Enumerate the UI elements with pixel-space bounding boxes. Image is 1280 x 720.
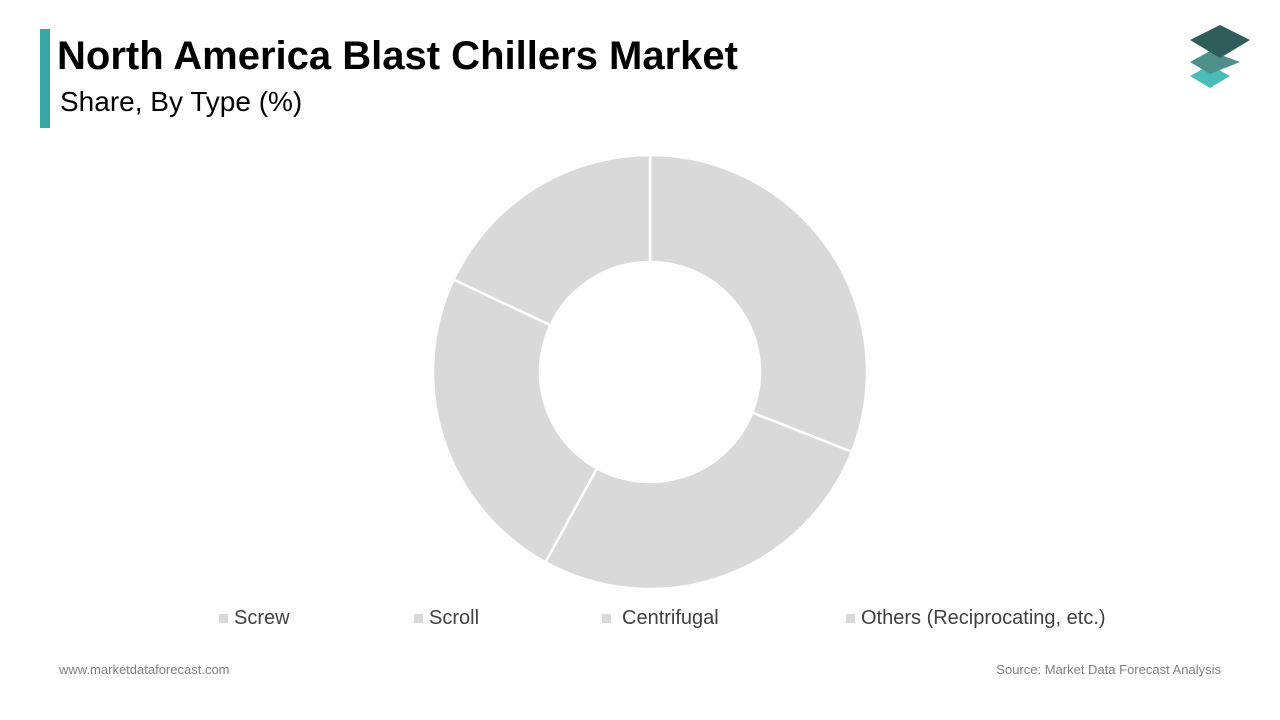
page-subtitle: Share, By Type (%)	[60, 86, 303, 117]
company-logo-icon	[1190, 25, 1250, 88]
title-accent-bar	[40, 29, 50, 128]
legend-label-screw: Screw	[234, 607, 290, 629]
donut-slice-others	[451, 153, 652, 327]
legend-swatch	[602, 614, 611, 623]
legend-item-screw: Screw	[219, 607, 290, 630]
page-title: North America Blast Chillers Market	[57, 34, 738, 78]
legend-swatch	[219, 614, 228, 623]
legend-item-scroll: Scroll	[414, 607, 479, 630]
donut-slice-screw	[648, 153, 869, 454]
legend-label-others: Others (Reciprocating, etc.)	[861, 607, 1106, 629]
logo-layer-middle	[1190, 51, 1240, 74]
footer-website[interactable]: www.marketdataforecast.com	[59, 662, 230, 677]
footer-source: Source: Market Data Forecast Analysis	[996, 662, 1221, 677]
chart-legend: Screw Scroll Centrifugal Others (Recipro…	[0, 607, 1280, 633]
logo-layer-top	[1190, 25, 1250, 58]
legend-item-centrifugal: Centrifugal	[602, 607, 719, 630]
logo-layer-bottom	[1190, 65, 1230, 88]
legend-item-others: Others (Reciprocating, etc.)	[846, 607, 1106, 630]
legend-label-scroll: Scroll	[429, 607, 480, 629]
donut-slice-centrifugal	[431, 277, 599, 564]
donut-slice-scroll	[543, 410, 854, 591]
legend-label-centrifugal: Centrifugal	[622, 607, 719, 629]
legend-swatch	[414, 614, 423, 623]
legend-swatch	[846, 614, 855, 623]
